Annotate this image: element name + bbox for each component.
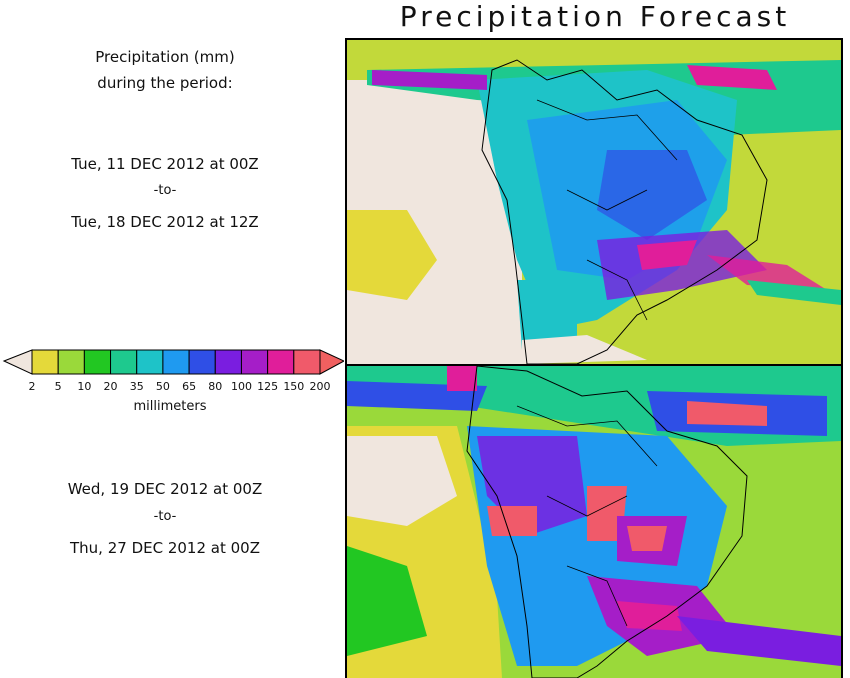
colorbar-bin (57, 349, 85, 375)
colorbar-tick-label: 50 (155, 380, 170, 393)
colorbar-tick-label: 2 (28, 380, 36, 393)
colorbar-tick-label: 10 (77, 380, 92, 393)
precip-colorbar (2, 349, 344, 375)
colorbar-bin (31, 349, 59, 375)
colorbar-tick-label: 65 (182, 380, 197, 393)
colorbar-bin (267, 349, 295, 375)
legend-heading-line1: Precipitation (mm) (95, 48, 235, 66)
colorbar-units: millimeters (133, 399, 207, 414)
colorbar-bin (136, 349, 164, 375)
period2-separator: -to- (153, 509, 177, 524)
colorbar-bin (110, 349, 138, 375)
period1-end: Tue, 18 DEC 2012 at 12Z (71, 213, 259, 231)
colorbar-bin (188, 349, 216, 375)
precip-map-period1 (345, 38, 843, 366)
colorbar-below-arrow (2, 349, 33, 375)
legend-panel: Precipitation (mm) during the period: Tu… (0, 0, 340, 676)
page-title: Precipitation Forecast (399, 0, 791, 33)
colorbar-tick-label: 125 (257, 380, 279, 393)
colorbar-tick-label: 5 (54, 380, 62, 393)
colorbar-tick-label: 80 (208, 380, 223, 393)
colorbar-tick-label: 150 (283, 380, 305, 393)
colorbar-above-arrow (319, 349, 344, 375)
colorbar-bin (240, 349, 269, 375)
colorbar-bin (293, 349, 321, 375)
precip-map-period2 (345, 364, 843, 678)
period2-start: Wed, 19 DEC 2012 at 00Z (67, 480, 263, 498)
period2-end: Thu, 27 DEC 2012 at 00Z (70, 539, 260, 557)
colorbar-tick-label: 35 (129, 380, 144, 393)
legend-heading-line2: during the period: (97, 74, 233, 92)
colorbar-tick-label: 200 (309, 380, 331, 393)
colorbar-bin (162, 349, 190, 375)
colorbar-tick-label: 100 (230, 380, 252, 393)
colorbar-tick-label: 20 (103, 380, 118, 393)
colorbar-bin (214, 349, 242, 375)
colorbar-bin (83, 349, 112, 375)
period1-start: Tue, 11 DEC 2012 at 00Z (71, 155, 259, 173)
period1-separator: -to- (153, 183, 177, 198)
